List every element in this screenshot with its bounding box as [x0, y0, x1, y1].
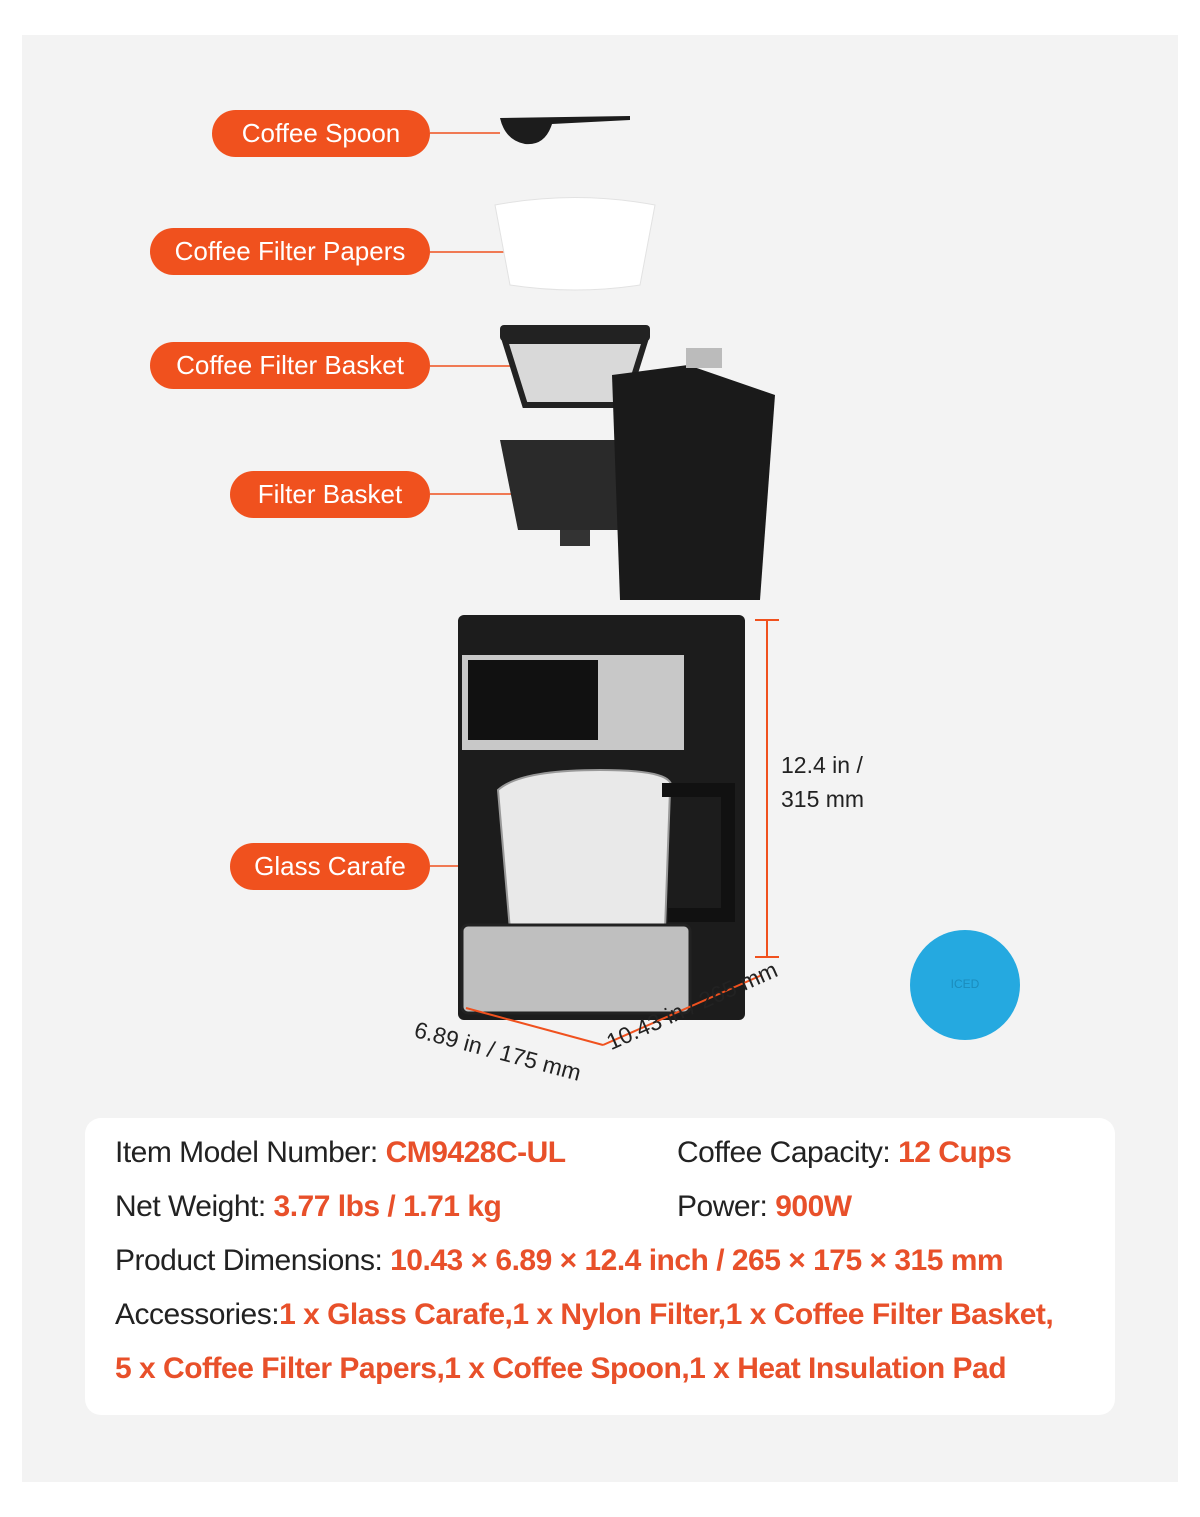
spec: Product Dimensions: 10.43 × 6.89 × 12.4 …: [115, 1244, 1004, 1278]
spec-label: Net Weight:: [115, 1190, 274, 1223]
filter-papers: [494, 197, 656, 291]
height-dim: 315 mm: [781, 786, 865, 812]
spec: Coffee Capacity: 12 Cups: [677, 1136, 1012, 1170]
insulation-pad: [910, 930, 1020, 1040]
leader-lines: [430, 132, 522, 867]
spec-value: 10.43 × 6.89 × 12.4 inch / 265 × 175 × 3…: [390, 1244, 1004, 1277]
spec-value: 3.77 lbs / 1.71 kg: [273, 1190, 502, 1223]
spec-label: Accessories:: [115, 1298, 280, 1331]
spec: Net Weight: 3.77 lbs / 1.71 kg: [115, 1190, 502, 1224]
spec: Accessories:1 x Glass Carafe,1 x Nylon F…: [115, 1298, 1054, 1332]
spec: Power: 900W: [677, 1190, 852, 1224]
part-label: Coffee Spoon: [212, 110, 430, 157]
coffee-spoon: [500, 116, 630, 145]
spec-value: 1 x Glass Carafe,1 x Nylon Filter,1 x Co…: [279, 1298, 1054, 1331]
part-label: Coffee Filter Papers: [150, 228, 430, 275]
spec-value: CM9428C-UL: [385, 1136, 567, 1169]
filter-basket: [500, 440, 650, 546]
coffee-maker: [458, 615, 745, 1020]
spec: 5 x Coffee Filter Papers,1 x Coffee Spoo…: [115, 1352, 1007, 1386]
spec-label: Product Dimensions:: [115, 1244, 391, 1277]
spec-label: Power:: [677, 1190, 776, 1223]
pad-text: ICED: [951, 977, 980, 991]
height-dim: 12.4 in /: [781, 752, 863, 778]
open-lid: [612, 348, 775, 600]
spec-value: 5 x Coffee Filter Papers,1 x Coffee Spoo…: [115, 1352, 1007, 1385]
part-label: Coffee Filter Basket: [150, 342, 430, 389]
spec-box: Item Model Number: CM9428C-UL Coffee Cap…: [85, 1118, 1115, 1415]
mesh-basket: [500, 325, 650, 408]
spec: Item Model Number: CM9428C-UL: [115, 1136, 566, 1170]
spec-value: 900W: [775, 1190, 852, 1223]
spec-value: 12 Cups: [898, 1136, 1012, 1169]
spec-label: Item Model Number:: [115, 1136, 386, 1169]
dimension-lines: [465, 619, 779, 1046]
part-label: Glass Carafe: [230, 843, 430, 890]
spec-label: Coffee Capacity:: [677, 1136, 899, 1169]
part-label: Filter Basket: [230, 471, 430, 518]
